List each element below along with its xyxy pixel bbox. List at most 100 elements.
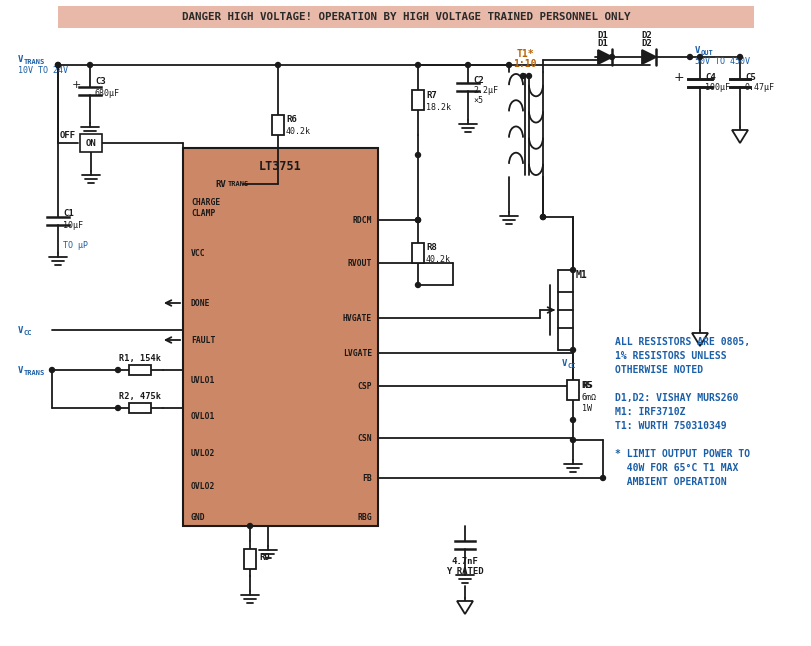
Text: TO µP: TO µP [63, 240, 88, 249]
Bar [566, 380, 578, 400]
Text: T1*: T1* [516, 49, 533, 59]
Text: 2.2µF: 2.2µF [473, 85, 497, 94]
Circle shape [415, 152, 420, 158]
Bar [58, 6, 753, 28]
Circle shape [736, 54, 741, 59]
Text: CC: CC [568, 363, 576, 369]
Text: 1% RESISTORS UNLESS: 1% RESISTORS UNLESS [614, 351, 726, 361]
Circle shape [570, 417, 575, 422]
Text: V: V [694, 45, 700, 54]
Circle shape [415, 218, 420, 222]
Polygon shape [731, 130, 747, 143]
Polygon shape [642, 50, 655, 64]
Text: OVLO1: OVLO1 [191, 412, 215, 421]
Circle shape [540, 214, 545, 220]
Text: D2: D2 [641, 39, 651, 48]
Bar [243, 548, 255, 568]
Text: AMBIENT OPERATION: AMBIENT OPERATION [614, 477, 726, 487]
Text: ×5: ×5 [473, 96, 483, 105]
Text: M1: IRF3710Z: M1: IRF3710Z [614, 407, 684, 417]
Text: 40.2k: 40.2k [426, 255, 450, 264]
Text: RDCM: RDCM [352, 216, 371, 225]
Text: 50V TO 450V: 50V TO 450V [694, 56, 749, 65]
Circle shape [247, 523, 252, 528]
Circle shape [697, 54, 702, 59]
Circle shape [570, 267, 575, 273]
Text: TRANS: TRANS [24, 370, 45, 376]
Text: OTHERWISE NOTED: OTHERWISE NOTED [614, 365, 702, 375]
Text: D1: D1 [597, 30, 607, 39]
Bar [272, 114, 284, 134]
Bar [129, 365, 152, 375]
Text: C5: C5 [744, 72, 755, 81]
Text: C3: C3 [95, 76, 105, 85]
Text: V: V [18, 326, 24, 335]
Text: 18.2k: 18.2k [426, 103, 450, 112]
Bar [80, 134, 102, 152]
Polygon shape [597, 50, 611, 64]
Bar [411, 90, 423, 110]
Circle shape [570, 348, 575, 353]
Text: 100µF: 100µF [704, 83, 729, 92]
Text: OUT: OUT [700, 50, 713, 56]
Text: TRANS: TRANS [24, 59, 45, 65]
Bar [129, 403, 152, 413]
Circle shape [415, 63, 420, 67]
Text: RBG: RBG [357, 514, 371, 523]
Text: R5: R5 [581, 380, 591, 390]
Text: R6: R6 [285, 115, 296, 124]
Text: R2, 475k: R2, 475k [119, 392, 161, 401]
Circle shape [609, 54, 614, 59]
Text: VCC: VCC [191, 249, 205, 258]
Text: CHARGE
CLAMP: CHARGE CLAMP [191, 198, 220, 218]
Text: FB: FB [362, 474, 371, 483]
Text: +: + [71, 80, 80, 90]
Text: GND: GND [191, 514, 205, 523]
Text: TRANS: TRANS [228, 181, 249, 187]
Text: CSN: CSN [357, 433, 371, 443]
Text: D2: D2 [641, 30, 651, 39]
Text: DANGER HIGH VOLTAGE! OPERATION BY HIGH VOLTAGE TRAINED PERSONNEL ONLY: DANGER HIGH VOLTAGE! OPERATION BY HIGH V… [182, 12, 629, 22]
Circle shape [115, 406, 120, 410]
Text: 680µF: 680µF [95, 89, 120, 98]
Text: M1: M1 [575, 270, 587, 280]
Text: R9: R9 [259, 554, 269, 563]
Text: R7: R7 [426, 90, 436, 99]
Circle shape [55, 63, 61, 67]
Text: 1W: 1W [581, 404, 591, 413]
Text: V: V [561, 359, 567, 368]
Text: V: V [18, 366, 24, 375]
Text: D1,D2: VISHAY MURS260: D1,D2: VISHAY MURS260 [614, 393, 737, 403]
Text: HVGATE: HVGATE [342, 313, 371, 322]
Text: FAULT: FAULT [191, 335, 215, 344]
Text: DONE: DONE [191, 298, 210, 307]
Text: 6mΩ: 6mΩ [581, 393, 596, 402]
Text: 10V TO 24V: 10V TO 24V [18, 65, 68, 74]
Text: R5: R5 [581, 380, 592, 390]
Circle shape [600, 475, 605, 481]
Text: T1: WURTH 750310349: T1: WURTH 750310349 [614, 421, 726, 431]
Circle shape [465, 63, 470, 67]
Circle shape [687, 54, 692, 59]
Circle shape [520, 74, 525, 79]
Text: CC: CC [24, 330, 32, 336]
Circle shape [55, 63, 61, 67]
Bar [182, 148, 378, 526]
Text: 10µF: 10µF [63, 220, 83, 229]
Text: UVLO1: UVLO1 [191, 375, 215, 384]
Text: 1:10: 1:10 [513, 59, 536, 69]
Text: LVGATE: LVGATE [342, 348, 371, 357]
Text: UVLO2: UVLO2 [191, 448, 215, 457]
Text: Y RATED: Y RATED [445, 567, 483, 576]
Text: 4.7nF: 4.7nF [451, 556, 478, 565]
Circle shape [49, 368, 54, 373]
Text: +: + [672, 70, 683, 83]
Text: LT3751: LT3751 [259, 160, 302, 172]
Text: RVOUT: RVOUT [347, 258, 371, 267]
Polygon shape [691, 333, 707, 346]
Circle shape [570, 437, 575, 443]
Text: ON: ON [85, 138, 97, 147]
Circle shape [88, 63, 92, 67]
Circle shape [275, 63, 280, 67]
Text: OFF: OFF [60, 130, 76, 140]
